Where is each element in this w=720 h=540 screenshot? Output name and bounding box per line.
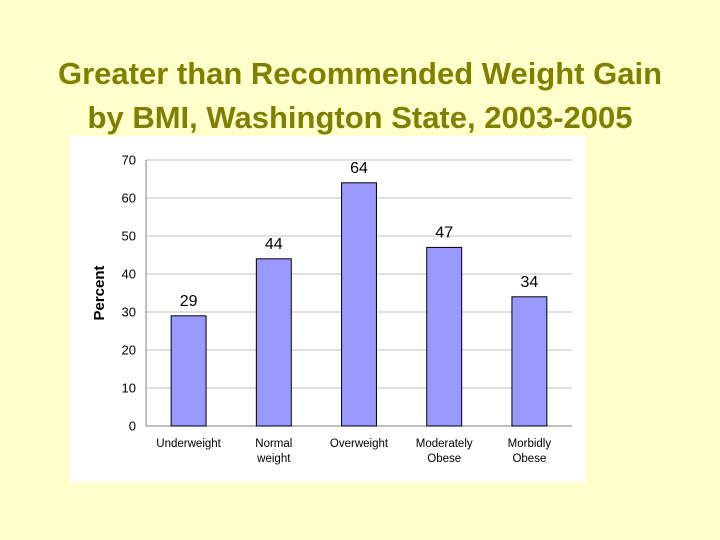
- y-tick-label: 60: [122, 191, 136, 206]
- bar-chart: 0 10 20 30 40 50 60 70 Percent 29 Underweight 44 Nor…: [91, 153, 572, 465]
- bar: [255, 258, 292, 427]
- x-tick-label: Obese: [427, 453, 461, 465]
- data-label: 64: [350, 160, 368, 177]
- bar: [170, 315, 207, 427]
- data-label: 44: [265, 236, 283, 253]
- y-tick-label: 10: [122, 381, 136, 396]
- y-tick-label: 20: [122, 343, 136, 358]
- x-tick-label: Obese: [512, 453, 546, 465]
- data-label: 34: [521, 274, 539, 291]
- slide-title: Greater than Recommended Weight Gain by …: [0, 52, 720, 140]
- y-tick-label: 50: [122, 229, 136, 244]
- x-tick-label: weight: [256, 453, 291, 465]
- data-label: 47: [435, 224, 453, 241]
- y-tick-label: 70: [122, 153, 136, 168]
- x-tick-label: Overweight: [330, 438, 389, 450]
- data-label: 29: [180, 293, 198, 310]
- bar: [511, 296, 548, 427]
- x-tick-label: Underweight: [156, 438, 221, 450]
- bar: [341, 182, 377, 427]
- x-tick-label: Morbidly: [508, 438, 552, 450]
- title-line-2: by BMI, Washington State, 2003-2005: [87, 100, 633, 135]
- x-tick-label: Normal: [255, 438, 292, 450]
- y-tick-label: 0: [129, 419, 136, 434]
- y-tick-label: 30: [122, 305, 136, 320]
- y-axis-title: Percent: [91, 265, 108, 320]
- x-tick-label: Moderately: [416, 438, 473, 450]
- y-tick-label: 40: [122, 267, 136, 282]
- chart-panel: 0 10 20 30 40 50 60 70 Percent 29 Underweight 44 Nor…: [70, 136, 586, 482]
- bar: [426, 246, 463, 427]
- title-line-1: Greater than Recommended Weight Gain: [57, 56, 663, 91]
